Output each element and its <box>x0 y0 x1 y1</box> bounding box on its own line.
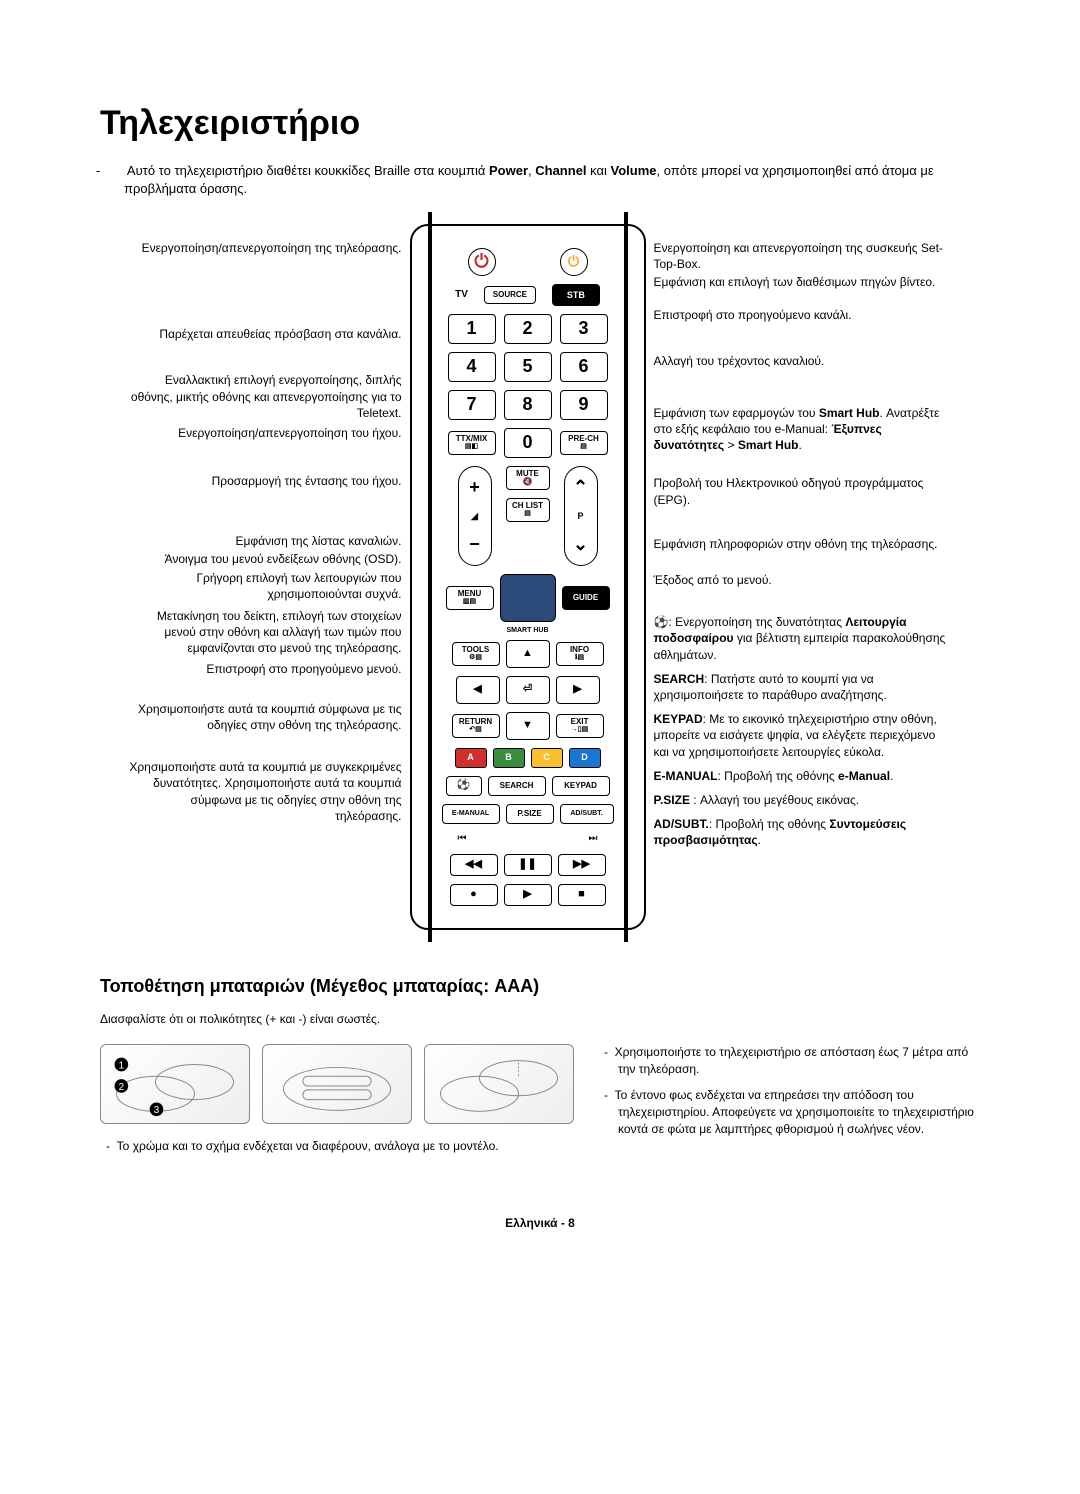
desc-prech: Επιστροφή στο προηγούμενο κανάλι. <box>654 307 954 323</box>
rewind-button: ◀◀ <box>450 854 498 876</box>
battery-step-3 <box>424 1044 574 1124</box>
color-d: D <box>569 748 601 768</box>
psize-button: P.SIZE <box>506 804 554 824</box>
desc-dpad: Μετακίνηση του δείκτη, επιλογή των στοιχ… <box>127 608 402 657</box>
num-1: 1 <box>448 314 496 344</box>
exit-button: EXIT→▯▤ <box>556 714 604 738</box>
battery-images: 1 2 3 <box>100 1044 574 1124</box>
desc-chlist: Εμφάνιση της λίστας καναλιών. <box>127 533 402 549</box>
search-button: SEARCH <box>488 776 546 796</box>
desc-adsubt: AD/SUBT.: Προβολή της οθόνης Συντομεύσει… <box>654 816 954 848</box>
left-descriptions: Ενεργοποίηση/απενεργοποίηση της τηλεόρασ… <box>127 224 402 826</box>
football-button: ⚽ <box>446 776 482 796</box>
desc-search: SEARCH: Πατήστε αυτό το κουμπί για να χρ… <box>654 671 954 703</box>
right-button: ▶ <box>556 676 600 704</box>
desc-exit: Έξοδος από το μενού. <box>654 572 954 588</box>
num-3: 3 <box>560 314 608 344</box>
guide-button: GUIDE <box>562 586 610 610</box>
desc-smarthub: Εμφάνιση των εφαρμογών του Smart Hub. Αν… <box>654 405 954 454</box>
num-0: 0 <box>504 428 552 458</box>
forward-button: ▶▶ <box>558 854 606 876</box>
chlist-button: CH LIST▤ <box>506 498 550 522</box>
desc-source: Εμφάνιση και επιλογή των διαθέσιμων πηγώ… <box>654 274 954 290</box>
remote-diagram-row: Ενεργοποίηση/απενεργοποίηση της τηλεόρασ… <box>100 224 980 930</box>
volume-rocker: +◢− <box>458 466 492 566</box>
desc-football: ⚽: Ενεργοποίηση της δυνατότητας Λειτουργ… <box>654 614 954 663</box>
battery-section: 1 2 3 - Το χρώμα και το σχήμα ενδέχεται να… <box>100 1044 980 1165</box>
desc-tools: Γρήγορη επιλογή των λειτουργιών που χρησ… <box>127 570 402 602</box>
desc-color-buttons: Χρησιμοποιήστε αυτά τα κουμπιά σύμφωνα μ… <box>127 701 402 733</box>
stb-power-button: ⏻ <box>560 248 588 276</box>
desc-info: Εμφάνιση πληροφοριών στην οθόνη της τηλε… <box>654 536 954 552</box>
source-button: SOURCE <box>484 286 536 304</box>
color-c: C <box>531 748 563 768</box>
tools-button: TOOLS⚙▤ <box>452 642 500 666</box>
desc-guide: Προβολή του Ηλεκτρονικού οδηγού προγράμμ… <box>654 475 954 507</box>
mute-button: MUTE🔇 <box>506 466 550 490</box>
desc-channel: Αλλαγή του τρέχοντος καναλιού. <box>654 353 954 369</box>
tv-label: TV <box>455 288 468 302</box>
desc-mute: Ενεργοποίηση/απενεργοποίηση του ήχου. <box>127 425 402 441</box>
battery-note: - Το χρώμα και το σχήμα ενδέχεται να δια… <box>100 1138 574 1155</box>
next-track-icon: ⏭ <box>589 832 598 846</box>
num-2: 2 <box>504 314 552 344</box>
desc-emanual: E-MANUAL: Προβολή της οθόνης e-Manual. <box>654 768 954 784</box>
svg-text:1: 1 <box>119 1060 124 1071</box>
desc-psize: P.SIZE : Αλλαγή του μεγέθους εικόνας. <box>654 792 954 808</box>
desc-stb-power: Ενεργοποίηση και απενεργοποίηση της συσκ… <box>654 240 954 272</box>
stop-button: ■ <box>558 884 606 906</box>
right-descriptions: Ενεργοποίηση και απενεργοποίηση της συσκ… <box>654 224 954 851</box>
desc-power: Ενεργοποίηση/απενεργοποίηση της τηλεόρασ… <box>127 240 402 256</box>
menu-button: MENU▥▤ <box>446 586 494 610</box>
num-5: 5 <box>504 352 552 382</box>
left-button: ◀ <box>456 676 500 704</box>
intro-text: - Αυτό το τηλεχειριστήριο διαθέτει κουκκ… <box>100 162 980 198</box>
pause-button: ❚❚ <box>504 854 552 876</box>
svg-text:2: 2 <box>119 1082 124 1093</box>
prech-button: PRE-CH▤ <box>560 431 608 455</box>
smarthub-button <box>500 574 556 622</box>
num-8: 8 <box>504 390 552 420</box>
adsubt-button: AD/SUBT. <box>560 804 614 824</box>
channel-rocker: ⌃P⌄ <box>564 466 598 566</box>
desc-teletext: Εναλλακτική επιλογή ενεργοποίησης, διπλή… <box>127 372 402 421</box>
desc-numbers: Παρέχεται απευθείας πρόσβαση στα κανάλια… <box>127 326 402 342</box>
ttx-button: TTX/MIX▤◧ <box>448 431 496 455</box>
emanual-button: E-MANUAL <box>442 804 500 824</box>
record-button: ● <box>450 884 498 906</box>
return-button: RETURN↶▤ <box>452 714 500 738</box>
smarthub-label: SMART HUB <box>426 626 630 636</box>
down-button: ▼ <box>506 712 550 740</box>
battery-tip-2: - Το έντονο φως ενδέχεται να επηρεάσει τ… <box>598 1087 980 1137</box>
page-footer: Ελληνικά - 8 <box>100 1215 980 1232</box>
desc-playback: Χρησιμοποιήστε αυτά τα κουμπιά με συγκεκ… <box>127 759 402 824</box>
color-b: B <box>493 748 525 768</box>
page-title: Τηλεχειριστήριο <box>100 100 980 148</box>
prev-track-icon: ⏮ <box>458 832 467 846</box>
battery-step-2 <box>262 1044 412 1124</box>
num-9: 9 <box>560 390 608 420</box>
battery-sub: Διασφαλίστε ότι οι πολικότητες (+ και -)… <box>100 1011 980 1028</box>
info-button: INFOℹ▤ <box>556 642 604 666</box>
desc-menu: Άνοιγμα του μενού ενδείξεων οθόνης (OSD)… <box>127 551 402 567</box>
color-a: A <box>455 748 487 768</box>
stb-label: STB <box>552 284 600 306</box>
battery-tip-1: - Χρησιμοποιήστε το τηλεχειριστήριο σε α… <box>598 1044 980 1078</box>
enter-button: ⏎ <box>506 676 550 704</box>
num-7: 7 <box>448 390 496 420</box>
svg-text:3: 3 <box>154 1105 159 1116</box>
desc-return: Επιστροφή στο προηγούμενο μενού. <box>127 661 402 677</box>
up-button: ▲ <box>506 640 550 668</box>
power-button: ⏻ <box>468 248 496 276</box>
desc-keypad: KEYPAD: Με το εικονικό τηλεχειριστήριο σ… <box>654 711 954 760</box>
num-6: 6 <box>560 352 608 382</box>
num-4: 4 <box>448 352 496 382</box>
remote-illustration: ⏻ ⏻ TV SOURCE STB 123 456 789 TTX/MIX▤◧ … <box>402 224 654 930</box>
battery-heading: Τοποθέτηση μπαταριών (Μέγεθος μπαταρίας:… <box>100 974 980 999</box>
battery-step-1: 1 2 3 <box>100 1044 250 1124</box>
desc-volume: Προσαρμογή της έντασης του ήχου. <box>127 473 402 489</box>
play-button: ▶ <box>504 884 552 906</box>
keypad-button: KEYPAD <box>552 776 610 796</box>
